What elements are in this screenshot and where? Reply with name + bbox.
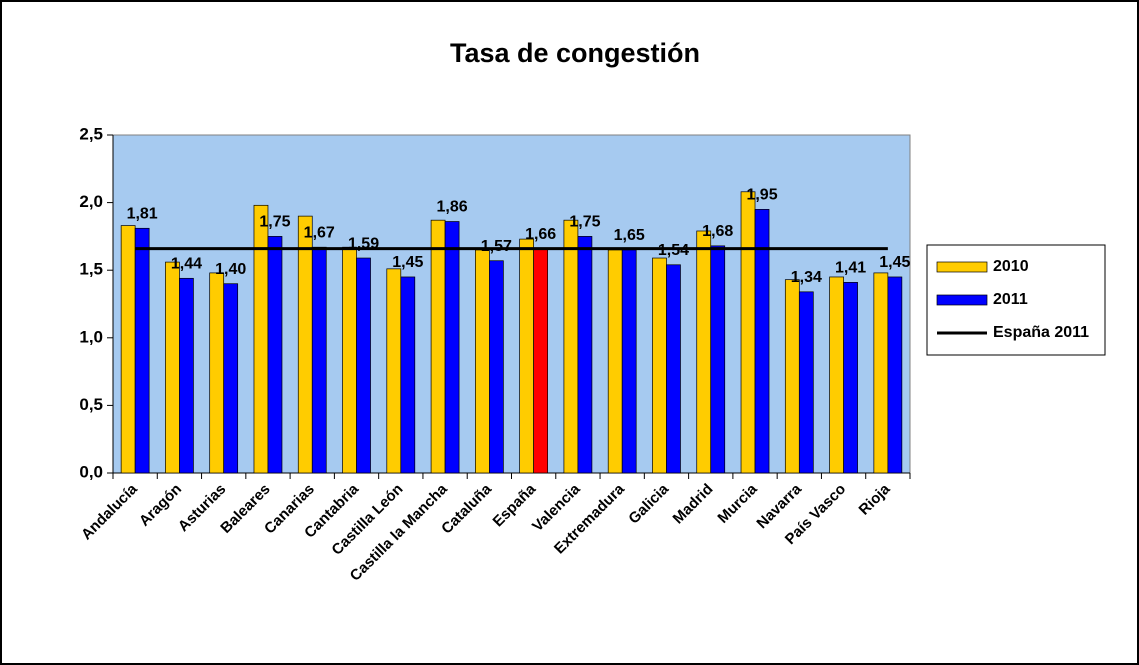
data-label: 1,34 [791,269,822,286]
bar [621,249,637,474]
y-tick-label: 1,5 [79,260,103,279]
y-tick-label: 1,0 [79,327,103,346]
legend-label: 2011 [993,291,1028,308]
bar [134,227,150,474]
y-tick-label: 0,5 [79,395,103,414]
data-label: 1,68 [702,223,733,240]
bar [696,230,712,474]
data-label: 1,65 [614,227,645,244]
bar [740,191,756,474]
bar [311,246,327,474]
legend-label: 2010 [993,258,1029,275]
y-tick-label: 0,0 [79,462,103,481]
data-label: 1,95 [746,187,777,204]
data-label: 1,57 [481,238,512,255]
data-label: 1,75 [569,214,600,231]
bar [887,276,903,474]
data-label: 1,40 [215,261,246,278]
bar [652,257,667,474]
bar [356,257,371,474]
chart-title: Tasa de congestión [450,38,700,68]
plot-area [112,134,911,474]
bar [165,261,180,474]
data-label: 1,67 [304,224,335,241]
bar [400,276,416,474]
bar [843,282,858,474]
bar [666,264,681,474]
data-label: 1,66 [525,226,556,243]
bar [120,225,136,474]
data-label: 1,54 [658,242,689,259]
bar [267,236,283,474]
bar [223,283,239,474]
legend-swatch [936,294,988,306]
bar [754,209,770,474]
bar [179,277,194,474]
bar [253,204,269,474]
bar [489,260,504,474]
y-tick-label: 2,0 [79,192,103,211]
bar [342,246,357,474]
data-label: 1,75 [259,214,290,231]
bar [475,249,490,474]
data-label: 1,44 [171,256,202,273]
bar [784,279,800,474]
bar [209,272,225,474]
legend-swatch [936,261,988,273]
bar [563,219,579,474]
data-label: 1,41 [835,260,866,277]
data-label: 1,81 [127,206,158,223]
data-label: 1,86 [437,199,468,216]
bar [607,249,623,474]
bar [829,276,844,474]
bar [873,272,889,474]
legend-label: España 2011 [993,324,1089,341]
bar [444,221,460,474]
bar [430,219,446,474]
bar [519,238,534,474]
data-label: 1,45 [392,254,423,271]
bar [533,248,548,474]
bar [386,268,402,474]
bar [297,215,313,474]
bar [710,245,726,474]
bar [798,291,814,474]
bar [577,236,593,474]
y-tick-label: 2,5 [79,124,103,143]
data-label: 1,45 [879,254,910,271]
